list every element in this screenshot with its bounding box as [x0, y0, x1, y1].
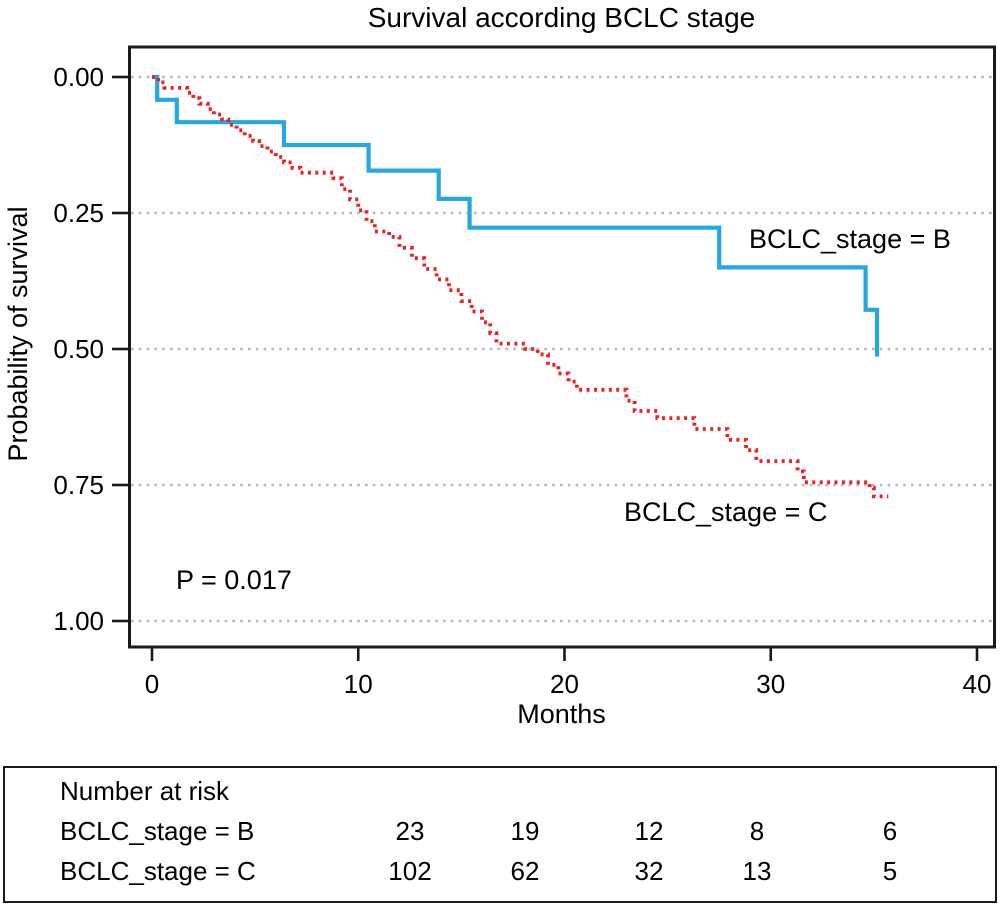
x-axis-label: Months	[517, 699, 606, 729]
gridlines	[131, 75, 993, 623]
p-value-annotation: P = 0.017	[176, 565, 292, 595]
risk-value-b-4: 6	[882, 816, 898, 846]
curve-label-stage-b: BCLC_stage = B	[749, 224, 951, 254]
y-tick-label: 0.25	[53, 198, 104, 228]
survival-plot: 0.00 0.25 0.50 0.75 1.00 0 10 20 30 40	[53, 45, 996, 699]
risk-value-b-2: 12	[634, 816, 664, 846]
risk-table-header: Number at risk	[60, 776, 230, 806]
axis-ticks	[112, 75, 979, 661]
number-at-risk-table: Number at risk BCLC_stage = B 23 19 12 8…	[3, 766, 997, 903]
x-tick-label: 10	[344, 669, 373, 699]
series-curves	[152, 74, 889, 499]
curve-stage-b	[152, 74, 880, 357]
y-tick-label: 0.75	[53, 470, 104, 500]
curve-label-stage-c: BCLC_stage = C	[624, 497, 828, 527]
y-tick-label: 0.00	[53, 62, 104, 92]
risk-row-b-label: BCLC_stage = B	[60, 816, 255, 846]
risk-value-b-3: 8	[749, 816, 765, 846]
risk-value-b-0: 23	[395, 816, 425, 846]
x-tick-label: 20	[550, 669, 579, 699]
plot-border	[128, 45, 996, 649]
curve-stage-c	[152, 75, 889, 499]
risk-value-c-2: 32	[634, 856, 664, 886]
risk-value-c-1: 62	[510, 856, 540, 886]
risk-row-c-label: BCLC_stage = C	[60, 856, 256, 886]
risk-value-c-3: 13	[742, 856, 772, 886]
axis-tick-labels: 0.00 0.25 0.50 0.75 1.00 0 10 20 30 40	[53, 62, 991, 699]
x-tick-label: 0	[145, 669, 159, 699]
x-tick-label: 30	[756, 669, 785, 699]
chart-title: Survival according BCLC stage	[367, 2, 756, 33]
risk-value-c-4: 5	[882, 856, 898, 886]
risk-value-b-1: 19	[510, 816, 540, 846]
x-tick-label: 40	[963, 669, 992, 699]
risk-value-c-0: 102	[388, 856, 432, 886]
y-tick-label: 1.00	[53, 606, 104, 636]
y-tick-label: 0.50	[53, 334, 104, 364]
